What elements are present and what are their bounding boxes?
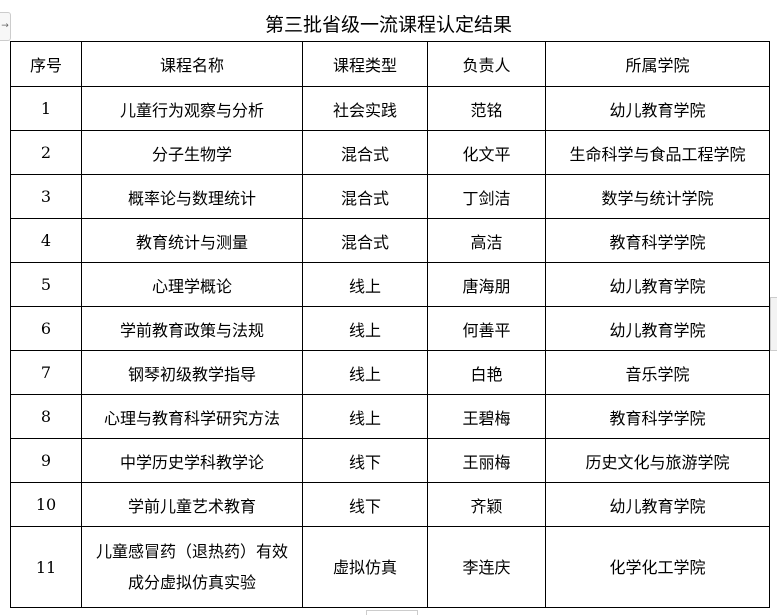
course-table: 序号 课程名称 课程类型 负责人 所属学院 1 儿童行为观察与分析 社会实践 范铭 幼儿教育学院…	[10, 41, 770, 608]
cell-leader: 齐颖	[427, 482, 546, 527]
cell-course-type: 线下	[302, 482, 428, 527]
column-header: 课程名称	[81, 41, 303, 87]
column-header: 负责人	[427, 41, 546, 87]
cell-college: 教育科学学院	[545, 394, 770, 439]
cell-course-name: 儿童行为观察与分析	[81, 86, 303, 131]
side-scroll-handle[interactable]	[770, 297, 777, 351]
cell-index: 5	[10, 262, 82, 307]
cell-course-type: 混合式	[302, 174, 428, 219]
cell-course-name: 钢琴初级教学指导	[81, 350, 303, 395]
table-row: 6 学前教育政策与法规 线上 何善平 幼儿教育学院	[10, 306, 770, 351]
cell-course-name: 概率论与数理统计	[81, 174, 303, 219]
cell-index: 11	[10, 526, 82, 608]
cell-course-name: 学前儿童艺术教育	[81, 482, 303, 527]
column-header: 所属学院	[545, 41, 770, 87]
cell-leader: 化文平	[427, 130, 546, 175]
cell-college: 化学化工学院	[545, 526, 770, 608]
cell-course-name: 中学历史学科教学论	[81, 438, 303, 483]
table-row: 2 分子生物学 混合式 化文平 生命科学与食品工程学院	[10, 130, 770, 175]
cell-leader: 王碧梅	[427, 394, 546, 439]
cell-index: 8	[10, 394, 82, 439]
cell-course-type: 线上	[302, 306, 428, 351]
table-row: 1 儿童行为观察与分析 社会实践 范铭 幼儿教育学院	[10, 86, 770, 131]
cell-course-type: 社会实践	[302, 86, 428, 131]
cell-index: 7	[10, 350, 82, 395]
cell-leader: 丁剑洁	[427, 174, 546, 219]
cell-college: 数学与统计学院	[545, 174, 770, 219]
page-title: 第三批省级一流课程认定结果	[264, 14, 512, 36]
cell-course-name: 学前教育政策与法规	[81, 306, 303, 351]
cell-course-name: 心理学概论	[81, 262, 303, 307]
cell-course-name: 分子生物学	[81, 130, 303, 175]
bottom-handle[interactable]	[366, 610, 418, 615]
cell-leader: 范铭	[427, 86, 546, 131]
cell-index: 2	[10, 130, 82, 175]
cell-course-name: 教育统计与测量	[81, 218, 303, 263]
cell-index: 9	[10, 438, 82, 483]
cell-course-name: 儿童感冒药（退热药）有效成分虚拟仿真实验	[81, 526, 303, 608]
cell-course-name: 心理与教育科学研究方法	[81, 394, 303, 439]
cell-leader: 李连庆	[427, 526, 546, 608]
cell-college: 音乐学院	[545, 350, 770, 395]
table-row: 11 儿童感冒药（退热药）有效成分虚拟仿真实验 虚拟仿真 李连庆 化学化工学院	[10, 526, 770, 608]
cell-index: 3	[10, 174, 82, 219]
cell-college: 生命科学与食品工程学院	[545, 130, 770, 175]
cell-course-type: 混合式	[302, 218, 428, 263]
cell-course-type: 混合式	[302, 130, 428, 175]
table-row: 7 钢琴初级教学指导 线上 白艳 音乐学院	[10, 350, 770, 395]
table-row: 3 概率论与数理统计 混合式 丁剑洁 数学与统计学院	[10, 174, 770, 219]
cell-leader: 高洁	[427, 218, 546, 263]
cell-college: 教育科学学院	[545, 218, 770, 263]
table-row: 8 心理与教育科学研究方法 线上 王碧梅 教育科学学院	[10, 394, 770, 439]
cell-course-type: 线下	[302, 438, 428, 483]
arrow-right-icon: →	[1, 21, 9, 31]
cell-leader: 白艳	[427, 350, 546, 395]
table-row: 10 学前儿童艺术教育 线下 齐颖 幼儿教育学院	[10, 482, 770, 527]
cell-course-type: 线上	[302, 262, 428, 307]
cell-course-type: 线上	[302, 394, 428, 439]
cell-college: 幼儿教育学院	[545, 482, 770, 527]
cell-leader: 唐海朋	[427, 262, 546, 307]
cell-index: 1	[10, 86, 82, 131]
cell-index: 10	[10, 482, 82, 527]
cell-index: 4	[10, 218, 82, 263]
table-row: 5 心理学概论 线上 唐海朋 幼儿教育学院	[10, 262, 770, 307]
cell-leader: 王丽梅	[427, 438, 546, 483]
cell-index: 6	[10, 306, 82, 351]
navigation-pane-toggle[interactable]: →	[0, 12, 11, 41]
cell-college: 幼儿教育学院	[545, 306, 770, 351]
cell-course-type: 虚拟仿真	[302, 526, 428, 608]
cell-course-type: 线上	[302, 350, 428, 395]
column-header: 序号	[10, 41, 82, 87]
table-row: 9 中学历史学科教学论 线下 王丽梅 历史文化与旅游学院	[10, 438, 770, 483]
cell-college: 幼儿教育学院	[545, 262, 770, 307]
column-header: 课程类型	[302, 41, 428, 87]
cell-college: 幼儿教育学院	[545, 86, 770, 131]
table-header-row: 序号 课程名称 课程类型 负责人 所属学院	[10, 41, 770, 87]
cell-college: 历史文化与旅游学院	[545, 438, 770, 483]
table-row: 4 教育统计与测量 混合式 高洁 教育科学学院	[10, 218, 770, 263]
cell-leader: 何善平	[427, 306, 546, 351]
